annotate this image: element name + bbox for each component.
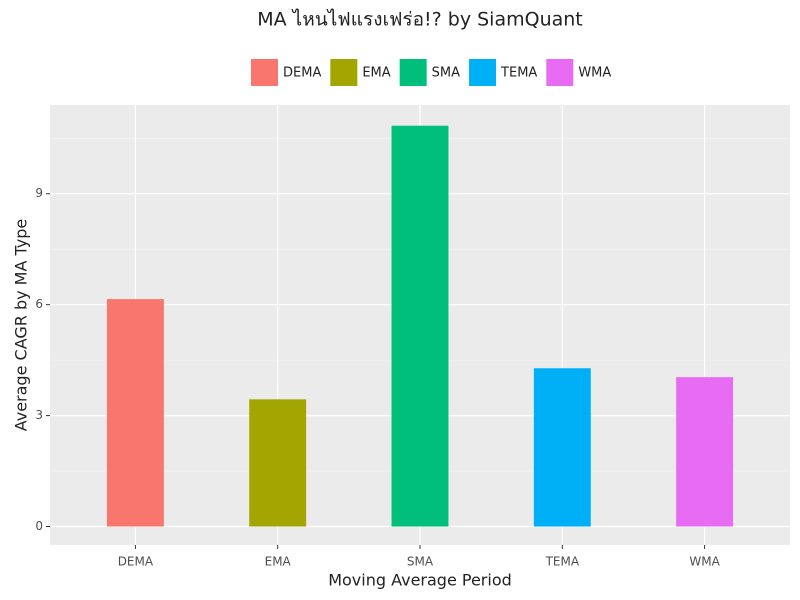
legend-label: WMA [578, 66, 611, 81]
x-tick-label: WMA [689, 555, 720, 569]
legend-label: SMA [432, 66, 460, 81]
legend-key [469, 59, 497, 86]
y-tick-label: 6 [35, 297, 43, 311]
legend-key [330, 59, 358, 86]
bar [249, 399, 307, 527]
x-tick-label: DEMA [118, 555, 154, 569]
legend-label: EMA [362, 66, 390, 81]
legend-label: TEMA [500, 66, 537, 81]
legend-key [546, 59, 574, 86]
bar [391, 125, 449, 527]
y-tick-label: 0 [35, 519, 43, 533]
bar [106, 299, 164, 527]
chart-title: MA ไหนไฟแรงเฟร่อ!? by SiamQuant [257, 9, 583, 31]
y-axis-label: Average CAGR by MA Type [12, 219, 31, 432]
legend-label: DEMA [283, 66, 321, 81]
x-tick-label: SMA [407, 555, 434, 569]
bar [676, 377, 734, 527]
y-tick-label: 9 [35, 186, 43, 200]
legend-key [399, 59, 427, 86]
y-tick-label: 3 [35, 408, 43, 422]
legend-key [251, 59, 278, 86]
bar [533, 368, 591, 527]
x-axis-label: Moving Average Period [328, 571, 512, 590]
x-tick-label: TEMA [545, 555, 580, 569]
x-tick-label: EMA [265, 555, 292, 569]
